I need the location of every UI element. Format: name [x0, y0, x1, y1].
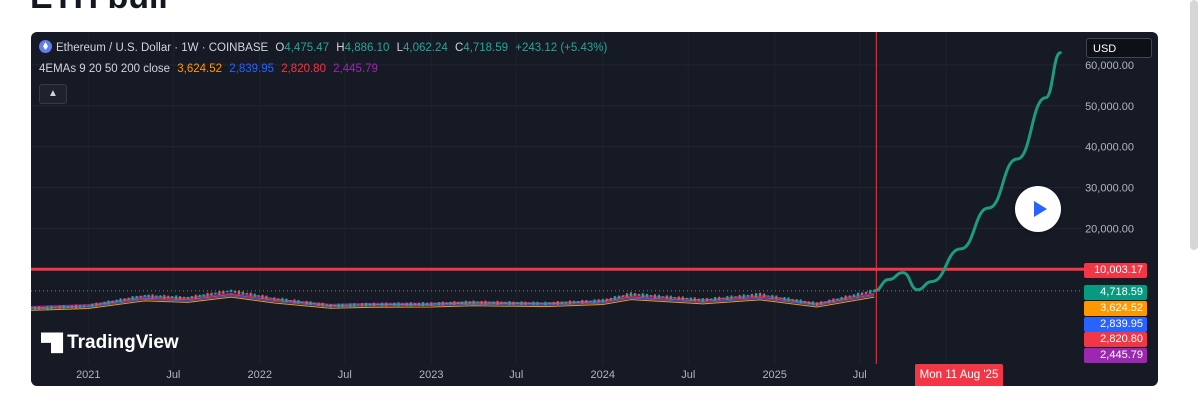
page-scrollbar[interactable]: [1190, 0, 1198, 250]
high-value: 4,886.10: [344, 42, 390, 54]
ema20-value: 2,839.95: [229, 63, 274, 75]
x-tick-label: Jul: [166, 369, 180, 381]
x-tick-label: 2021: [76, 369, 100, 381]
tradingview-mark-icon: ▀█: [41, 333, 63, 352]
y-tick-label: 60,000.00: [1085, 60, 1134, 72]
indicator-name: 4EMAs 9 20 50 200 close: [39, 63, 171, 75]
collapse-legend-button[interactable]: ▲: [39, 84, 67, 104]
ema9-value: 3,624.52: [177, 63, 223, 75]
close-label: C: [454, 42, 464, 54]
ethereum-icon: [39, 40, 52, 53]
price-tag-horizontal-line: 10,003.17: [1084, 263, 1147, 278]
ema50-value: 2,820.80: [281, 63, 326, 75]
x-tick-label: Jul: [338, 369, 352, 381]
price-tag-ema20: 2,839.95: [1084, 317, 1147, 332]
price-series: [31, 32, 1084, 364]
projection-curve: [872, 51, 1062, 293]
x-tick-label: Jul: [681, 369, 695, 381]
low-label: L: [396, 42, 403, 54]
x-tick-label: Jul: [509, 369, 523, 381]
tradingview-logo[interactable]: ▀█ TradingView: [41, 332, 179, 354]
x-tick-label: 2023: [419, 369, 443, 381]
chart-canvas[interactable]: 10,000.0020,000.0030,000.0040,000.0050,0…: [31, 32, 1158, 386]
ema200-value: 2,445.79: [333, 63, 378, 75]
page-heading: ETH bull: [30, 0, 168, 17]
price-tag-ema200: 2,445.79: [1084, 348, 1147, 363]
x-tick-label: Jul: [853, 369, 867, 381]
x-tick-label: 2025: [762, 369, 786, 381]
axes: 10,000.0020,000.0030,000.0040,000.0050,0…: [76, 60, 1134, 381]
price-tag-last-close: 4,718.59: [1084, 285, 1147, 300]
chart-card: 10,000.0020,000.0030,000.0040,000.0050,0…: [31, 32, 1158, 386]
y-tick-label: 30,000.00: [1085, 183, 1134, 195]
play-button[interactable]: [1015, 186, 1061, 232]
grid: [31, 32, 1081, 364]
low-value: 4,062.24: [402, 42, 448, 54]
open-label: O: [275, 42, 285, 54]
change-value: +243.12 (+5.43%): [515, 42, 608, 54]
crosshair-date-label: Mon 11 Aug '25: [915, 364, 1003, 386]
price-line: [31, 290, 875, 309]
close-value: 4,718.59: [463, 42, 509, 54]
chevron-up-icon: ▲: [48, 88, 58, 99]
tradingview-wordmark: TradingView: [67, 332, 179, 353]
currency-button[interactable]: USD: [1086, 38, 1152, 58]
price-tag-ema9: 3,624.52: [1084, 301, 1147, 316]
price-tag-ema50: 2,820.80: [1084, 332, 1147, 347]
high-label: H: [336, 42, 345, 54]
symbol-legend[interactable]: Ethereum / U.S. Dollar · 1W · COINBASE O…: [39, 40, 611, 54]
y-tick-label: 40,000.00: [1085, 142, 1134, 154]
indicator-legend[interactable]: 4EMAs 9 20 50 200 close 3,624.52 2,839.9…: [39, 63, 382, 75]
x-tick-label: 2024: [591, 369, 615, 381]
y-tick-label: 20,000.00: [1085, 223, 1134, 235]
y-tick-label: 50,000.00: [1085, 101, 1134, 113]
symbol-title: Ethereum / U.S. Dollar · 1W · COINBASE: [56, 42, 269, 54]
x-tick-label: 2022: [248, 369, 272, 381]
ema-line: [31, 296, 875, 311]
open-value: 4,475.47: [284, 42, 330, 54]
